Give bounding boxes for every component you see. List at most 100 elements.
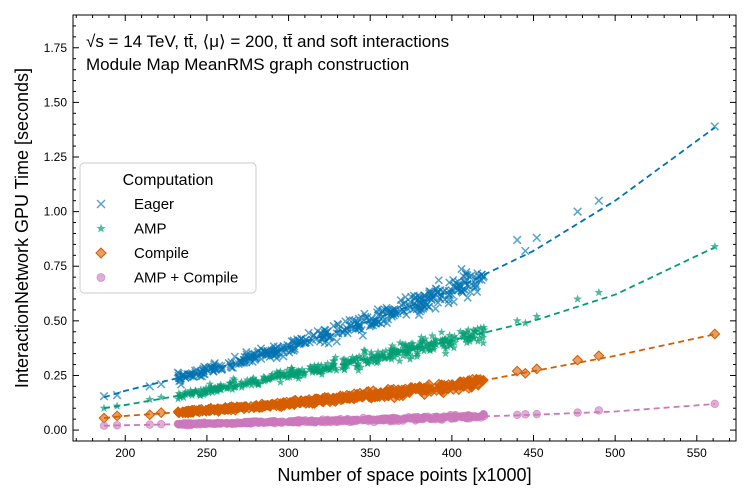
data-point-eager [379,316,388,326]
x-tick-label-550: 550 [687,446,707,460]
x-axis-label: Number of space points [x1000] [277,465,531,485]
data-point-amp [475,333,484,342]
data-point-amp [249,373,258,382]
data-point-eager [463,293,472,302]
data-point-amp [418,343,427,352]
data-point-amp [308,368,317,376]
data-point-amp [469,333,478,342]
data-point-amp [356,353,366,362]
data-point-amp [450,331,459,340]
data-point-eager [329,321,338,331]
data-point-compile [511,365,523,377]
data-point-amp [305,365,314,374]
legend-marker-eager [96,199,106,209]
data-point-amp [426,339,436,348]
data-point-amp [463,325,473,334]
data-point-eager [228,363,237,372]
data-point-amp [404,342,414,351]
data-point-amp [282,370,291,379]
x-tick-label-500: 500 [605,446,625,460]
data-point-compile [187,405,199,416]
data-point-amp [380,353,389,362]
data-point-amp [388,341,397,350]
data-point-eager [444,299,453,308]
data-point-amp [317,370,327,379]
data-point-amp [398,345,407,354]
data-point-amp [408,339,418,348]
data-point-amp [243,375,252,384]
data-point-amp [186,388,195,397]
data-point-eager [383,315,393,324]
data-point-amp [287,364,296,373]
data-point-eager [371,318,380,328]
data-point-amp [204,388,214,397]
data-point-amp [391,345,400,354]
data-point-amp [437,340,447,349]
data-point-amp [451,334,461,343]
data-point-eager [267,349,276,358]
data-point-eager [521,246,530,256]
data-point-amp [449,343,459,352]
data-point-amp [431,336,441,345]
data-point-amp [269,373,278,382]
data-point-amp [205,379,215,388]
data-point-amp-compile [289,418,298,427]
data-point-amp [225,378,234,387]
data-point-amp-compile [379,414,388,423]
data-point-amp [191,387,200,396]
data-point-amp [245,378,254,387]
data-point-amp [437,327,446,336]
data-point-compile [271,400,282,412]
data-point-compile [155,407,167,419]
data-point-eager [445,278,454,287]
data-point-amp [212,387,222,396]
data-point-amp [354,352,364,361]
data-point-eager [434,276,443,285]
data-point-amp [226,382,235,391]
y-tick-label-1: 0.25 [44,368,68,382]
data-point-eager [287,346,296,355]
data-point-amp [461,335,470,344]
data-point-eager [512,235,522,245]
data-point-eager [348,316,357,325]
data-point-amp [323,359,332,368]
y-tick-label-3: 0.75 [44,259,68,273]
data-point-amp [241,380,250,389]
data-point-eager [174,373,183,382]
x-tick-label-400: 400 [442,446,462,460]
data-point-amp [340,365,349,374]
data-point-compile [232,401,243,413]
data-point-eager [186,369,195,379]
data-point-amp [404,346,414,355]
data-point-amp [447,333,457,342]
data-point-compile [531,363,543,375]
data-point-amp [377,350,387,358]
data-point-amp [573,294,582,303]
legend-box [79,162,257,294]
data-point-amp [408,351,417,360]
data-point-amp [156,392,166,402]
data-point-amp [373,351,383,360]
legend-label-amp-compile: AMP + Compile [134,270,238,287]
data-point-amp [477,328,486,337]
data-point-amp [512,316,522,325]
data-point-amp [443,336,452,345]
data-point-eager [532,233,542,243]
data-point-amp [456,327,465,336]
x-tick-label-200: 200 [115,446,135,460]
data-point-eager [112,390,122,400]
data-point-amp [338,355,348,364]
y-tick-label-2: 0.50 [44,314,68,328]
data-point-eager [324,339,333,348]
y-tick-label-0: 0.00 [44,423,68,437]
data-point-amp [310,363,319,372]
data-point-amp [370,356,379,365]
data-point-amp-compile [450,412,459,421]
data-point-amp [417,332,426,341]
plot-frame [72,14,737,442]
data-point-compile [348,388,360,400]
data-point-amp [348,352,357,361]
data-point-eager [461,270,471,279]
data-point-eager [176,380,186,389]
data-point-amp [436,336,445,345]
